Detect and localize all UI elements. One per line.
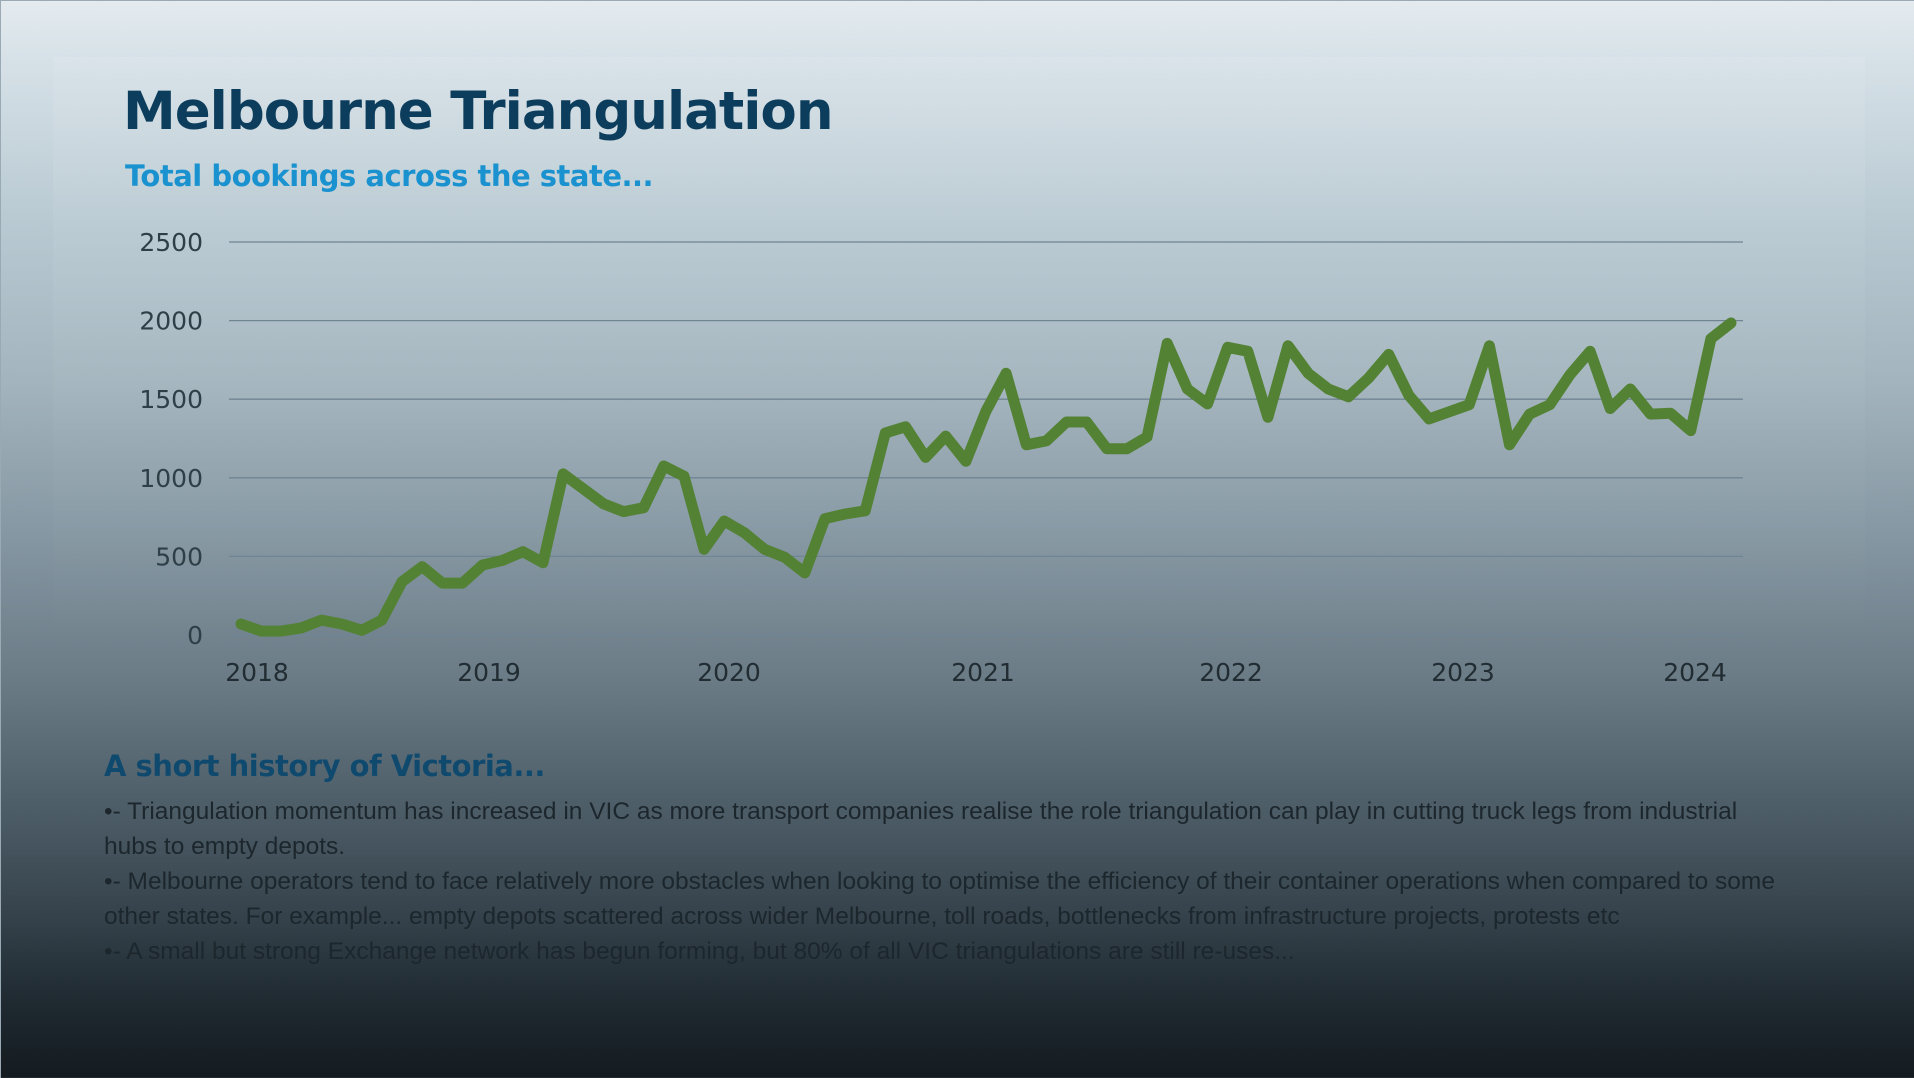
x-tick-label: 2021 xyxy=(951,658,1015,687)
bullet-item: •- A small but strong Exchange network h… xyxy=(104,938,1295,965)
x-tick-label: 2024 xyxy=(1663,658,1727,687)
y-tick-label: 2000 xyxy=(139,307,203,336)
x-axis-ticks: 2018 2019 2020 2021 2022 2023 2024 xyxy=(225,658,1727,687)
y-tick-label: 1000 xyxy=(139,464,203,493)
series-line xyxy=(235,317,1737,637)
bullet-item: •- Triangulation momentum has increased … xyxy=(104,798,1738,860)
y-tick-label: 500 xyxy=(155,542,203,571)
y-tick-label: 2500 xyxy=(139,228,203,257)
x-tick-label: 2023 xyxy=(1431,658,1495,687)
x-tick-label: 2018 xyxy=(225,658,289,687)
y-tick-label: 0 xyxy=(187,621,203,650)
gridlines xyxy=(229,241,1743,636)
y-tick-label: 1500 xyxy=(139,385,203,414)
bookings-line-chart: 0 500 1000 1500 2000 2500 2018 2019 2020 2021 202… xyxy=(139,228,1743,687)
x-tick-label: 2020 xyxy=(697,658,761,687)
x-tick-label: 2022 xyxy=(1199,658,1263,687)
chart-subtitle: Total bookings across the state... xyxy=(125,159,654,193)
x-tick-label: 2019 xyxy=(457,658,521,687)
slide-title: Melbourne Triangulation xyxy=(123,81,834,142)
series-layer xyxy=(235,317,1737,637)
bullet-item: •- Melbourne operators tend to face rela… xyxy=(104,868,1775,930)
section-title: A short history of Victoria... xyxy=(104,749,545,783)
y-axis-ticks: 0 500 1000 1500 2000 2500 xyxy=(139,228,203,650)
history-notes: •- Triangulation momentum has increased … xyxy=(104,794,1794,969)
